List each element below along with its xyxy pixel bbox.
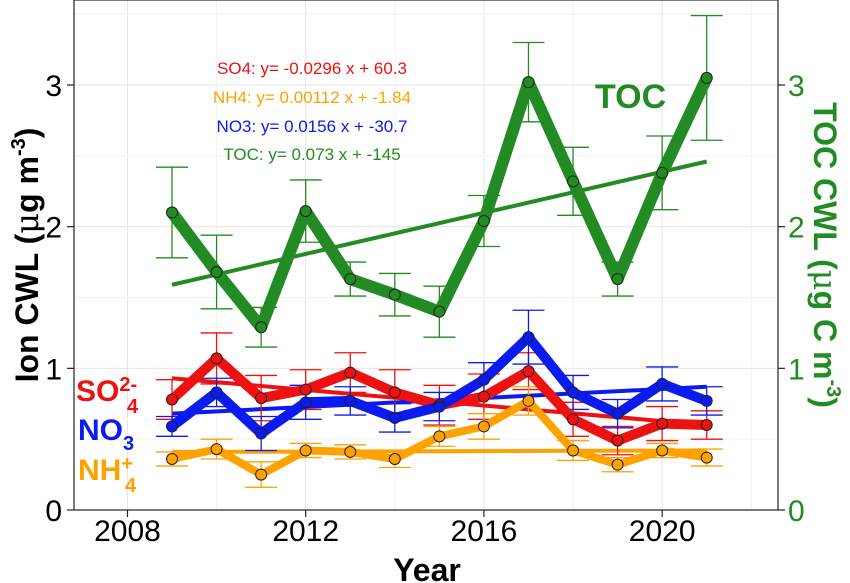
no3-point: [522, 331, 535, 344]
axes-ticks: 2008 2012 2016 2020 0 1 2 3 0 1 2 3: [45, 70, 804, 548]
toc-trend-line: [171, 159, 708, 287]
x-tick-label: 2020: [629, 515, 696, 548]
toc-point: [388, 288, 401, 301]
so4-point: [255, 392, 268, 405]
no3-annotation: NO3: [78, 414, 134, 455]
toc-point: [344, 273, 357, 286]
so4-point: [656, 417, 669, 430]
x-axis-title: Year: [393, 552, 461, 583]
y2-tick-label: 3: [788, 70, 805, 103]
x-tick-label: 2008: [94, 515, 161, 548]
equation-label: SO4: y= -0.0296 x + 60.3: [217, 59, 407, 78]
no3-point: [433, 400, 446, 413]
so4-point: [210, 352, 223, 365]
so4-point: [166, 393, 179, 406]
equation-label: TOC: y= 0.073 x + -145: [223, 145, 400, 164]
y2-tick-label: 2: [788, 212, 805, 245]
y2-tick-label: 0: [788, 495, 805, 528]
plot-border: [73, 0, 779, 511]
toc-point: [166, 206, 179, 219]
so4-point: [477, 390, 490, 403]
nh4-point: [299, 444, 312, 457]
nh4-point: [344, 445, 357, 458]
toc-point: [255, 321, 268, 334]
no3-point: [299, 396, 312, 409]
y-tick-label: 2: [45, 212, 62, 245]
nh4-point: [522, 394, 535, 407]
so4-point: [388, 386, 401, 399]
y-tick-label: 0: [45, 495, 62, 528]
nh4-point: [210, 443, 223, 456]
no3-point: [700, 394, 713, 407]
toc-point: [611, 273, 624, 286]
so4-point: [611, 434, 624, 447]
so4-point: [700, 419, 713, 431]
nh4-annotation: NH+ 4: [78, 453, 137, 497]
toc-annotation: TOC: [595, 78, 666, 116]
grid: [74, 0, 778, 510]
nh4-point: [433, 430, 446, 443]
x-tick-label: 2016: [451, 515, 518, 548]
so4-point: [567, 413, 580, 426]
y-tick-label: 3: [45, 70, 62, 103]
toc-point: [477, 215, 490, 227]
no3-point: [255, 427, 268, 440]
toc-point: [656, 166, 669, 179]
so4-annotation: SO2-4: [76, 374, 139, 418]
nh4-point: [656, 444, 669, 457]
toc-point: [567, 175, 580, 188]
y2-tick-label: 1: [788, 353, 805, 386]
nh4-point: [611, 458, 624, 471]
nh4-point: [388, 453, 401, 465]
toc-point: [700, 71, 713, 84]
y2-axis-title: TOC CWL (μg C m-3): [806, 102, 844, 408]
y-axis-title: Ion CWL (μg m-3): [8, 128, 46, 383]
nh4-point: [477, 420, 490, 433]
nh4-point: [700, 451, 713, 464]
no3-point: [567, 386, 580, 399]
so4-point: [522, 365, 535, 378]
toc-point: [299, 205, 312, 218]
no3-point: [656, 377, 669, 390]
equation-label: NH4: y= 0.00112 x + -1.84: [213, 88, 411, 107]
x-tick-label: 2012: [272, 515, 339, 548]
so4-point: [299, 383, 312, 396]
no3-point: [210, 386, 223, 399]
no3-point: [344, 394, 357, 407]
nh4-point: [567, 444, 580, 457]
no3-point: [388, 411, 401, 424]
toc-point: [210, 266, 223, 278]
no3-point: [166, 420, 179, 433]
equation-label: NO3: y= 0.0156 x + -30.7: [217, 117, 408, 136]
equations: SO4: y= -0.0296 x + 60.3 NH4: y= 0.00112 …: [213, 59, 411, 164]
no3-point: [611, 407, 624, 420]
toc-point: [522, 76, 535, 89]
no3-point: [477, 373, 490, 386]
so4-point: [344, 366, 357, 379]
y-tick-label: 1: [45, 353, 62, 386]
nh4-point: [166, 453, 179, 465]
data-points: [166, 71, 713, 481]
toc-point: [433, 305, 446, 318]
nh4-point: [255, 468, 268, 481]
